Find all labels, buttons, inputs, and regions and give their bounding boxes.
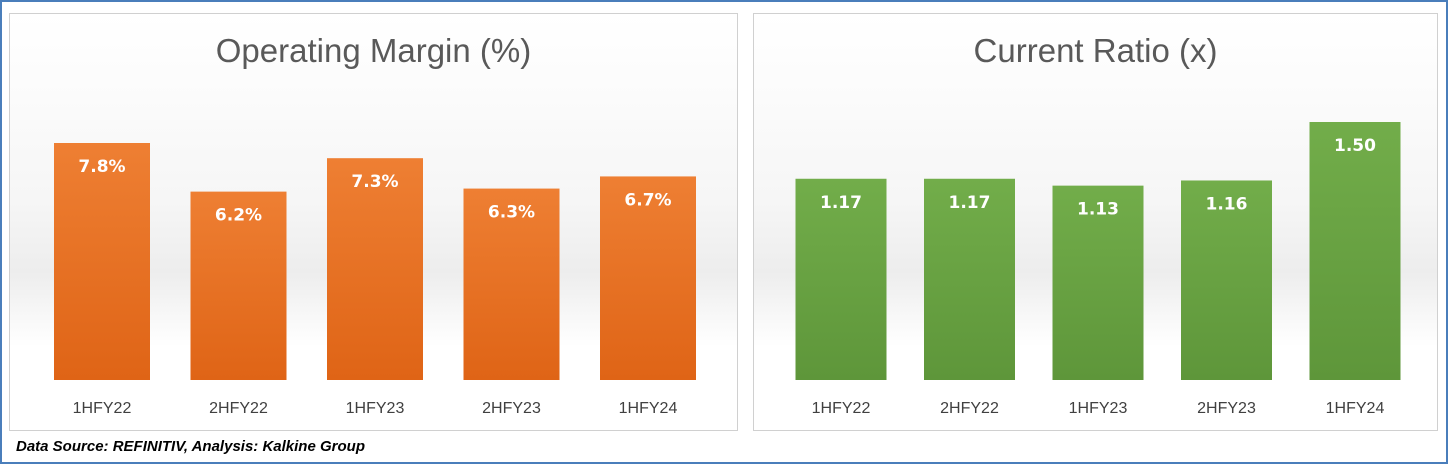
operating-margin-category-label: 1HFY22 [73,400,132,417]
current-ratio-data-label: 1.17 [820,193,862,213]
current-ratio-category-label: 1HFY23 [1069,400,1128,417]
current-ratio-data-label: 1.17 [949,193,991,213]
operating-margin-bar-1hfy22 [54,143,150,380]
operating-margin-data-label: 6.7% [624,190,671,210]
operating-margin-category-label: 1HFY24 [619,400,678,417]
current-ratio-data-label: 1.16 [1206,194,1248,214]
operating-margin-data-label: 7.8% [78,157,125,177]
current-ratio-bar-1hfy24 [1309,122,1401,380]
operating-margin-bar-1hfy23 [327,158,423,380]
current-ratio-category-label: 2HFY23 [1197,400,1256,417]
current-ratio-data-label: 1.13 [1077,200,1119,220]
operating-margin-chart: Operating Margin (%) 7.8% 1HFY22 6.2% 2HFY2… [9,13,738,431]
current-ratio-plot: 1.17 1HFY22 1.17 2HFY22 1.13 1HFY23 1.16 2HFY23… [795,122,1401,417]
current-ratio-bar-2hfy23 [1181,180,1272,380]
operating-margin-category-label: 2HFY22 [209,400,268,417]
current-ratio-bar-1hfy22 [795,178,887,380]
current-ratio-data-label: 1.50 [1334,136,1376,156]
current-ratio-category-label: 1HFY24 [1326,400,1385,417]
operating-margin-data-label: 6.3% [488,203,535,223]
current-ratio-bar-2hfy22 [924,178,1015,380]
operating-margin-bar-2hfy23 [463,188,560,380]
operating-margin-bar-1hfy24 [600,176,696,380]
data-source-note: Data Source: REFINITIV, Analysis: Kalkin… [16,438,365,455]
operating-margin-category-label: 2HFY23 [482,400,541,417]
current-ratio-bar-1hfy23 [1052,185,1144,380]
current-ratio-category-label: 1HFY22 [812,400,871,417]
current-ratio-chart: Current Ratio (x) 1.17 1HFY22 1.17 2HFY22 1.… [753,13,1438,431]
operating-margin-data-label: 7.3% [351,172,398,192]
operating-margin-data-label: 6.2% [215,206,262,226]
current-ratio-category-label: 2HFY22 [940,400,999,417]
current-ratio-title: Current Ratio (x) [973,32,1218,69]
operating-margin-category-label: 1HFY23 [346,400,405,417]
operating-margin-plot: 7.8% 1HFY22 6.2% 2HFY22 7.3% 1HFY23 6.3% 2HFY23… [54,143,696,417]
operating-margin-bar-2hfy22 [190,191,287,380]
operating-margin-title: Operating Margin (%) [215,32,532,69]
